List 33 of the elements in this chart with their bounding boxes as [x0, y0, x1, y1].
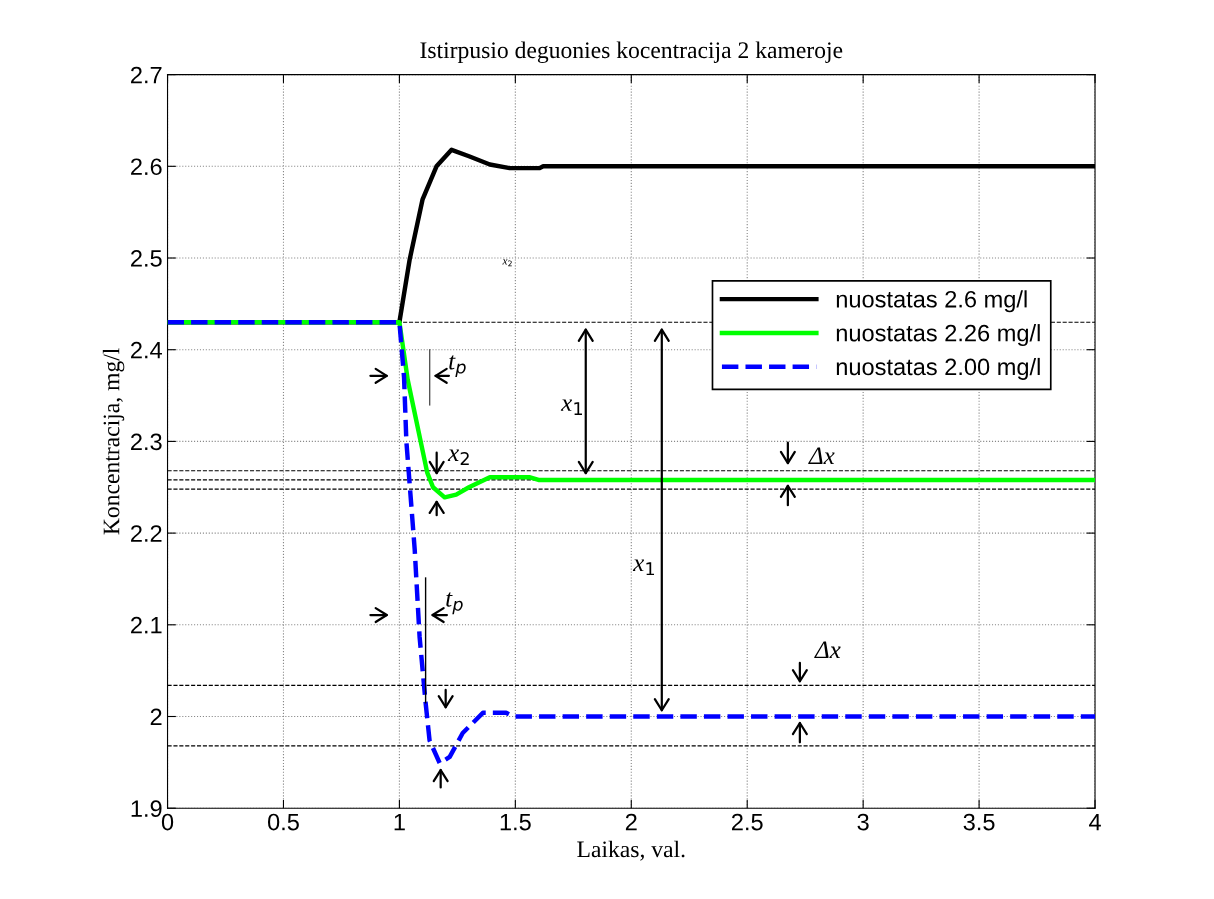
legend-label: nuostatas 2.26 mg/l [836, 324, 1040, 347]
annotation: x$_{2}$ [447, 449, 469, 466]
x-tick-label: 4 [1089, 813, 1101, 831]
y-tick-label: 2.3 [131, 433, 162, 451]
line-series [167, 319, 1096, 766]
y-tick-label: 2.7 [131, 66, 162, 84]
x-tick-label: 1 [394, 813, 405, 831]
y-tick-label: 2 [150, 708, 162, 726]
annotation: x$_{1}$ [560, 399, 582, 415]
x-tick-label: 2 [625, 813, 637, 831]
y-tick-label: 2.4 [131, 341, 162, 359]
y-tick-label: 1.9 [131, 800, 162, 817]
legend-label: nuostatas 2.6 mg/l [836, 290, 1027, 313]
x-tick-label: 1.5 [500, 813, 531, 831]
x-tick-label: 3.5 [963, 813, 995, 831]
y-tick-label: 2.6 [131, 158, 162, 176]
y-tick-label: 2.5 [131, 250, 162, 267]
y-tick-label: 2.2 [131, 525, 162, 542]
annotation: t$_{p}$ [449, 355, 466, 377]
legend-label: nuostatas 2.00 mg/l [836, 357, 1040, 380]
x-tick-label: 0.5 [267, 813, 299, 831]
annotation: Δx [814, 641, 841, 659]
annotation: x$_{2}$ [502, 259, 512, 267]
annotation: Δx [808, 447, 835, 464]
x-axis-title: Laikas, val. [577, 840, 685, 861]
chart-title: Istirpusio deguonies kocentracija 2 kameroje [420, 41, 843, 64]
annotation: x$_{1}$ [632, 559, 655, 576]
x-tick-label: 3 [857, 813, 869, 831]
x-tick-label: 0 [161, 813, 174, 831]
x-tick-label: 2.5 [732, 813, 763, 831]
annotation: t$_{p}$ [446, 592, 463, 615]
y-tick-label: 2.1 [131, 616, 162, 634]
y-axis-title: Koncentracija, mg/l [102, 348, 125, 535]
